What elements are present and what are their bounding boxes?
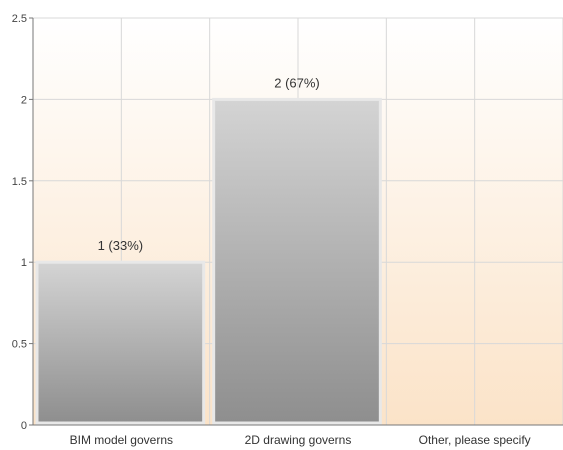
x-tick-label: BIM model governs [70, 433, 173, 447]
bar-1 [35, 260, 206, 425]
y-tick-label: 2.5 [12, 13, 27, 25]
data-label-2: 2 (67%) [274, 75, 320, 90]
data-label-1: 1 (33%) [98, 238, 144, 253]
y-tick-label: 1 [21, 257, 27, 269]
x-axis-labels: BIM model governs 2D drawing governs Other… [70, 433, 531, 447]
y-tick-label: 0.5 [12, 339, 27, 351]
bar-2 [212, 97, 382, 425]
bars [35, 97, 382, 425]
y-axis-ticks: 0 0.5 1 1.5 2 2.5 [12, 13, 33, 432]
x-tick-label: Other, please specify [419, 433, 531, 447]
y-tick-label: 1.5 [12, 176, 27, 188]
y-tick-label: 0 [21, 420, 27, 432]
x-tick-label: 2D drawing governs [245, 433, 352, 447]
y-tick-label: 2 [21, 94, 27, 106]
axes [32, 18, 563, 426]
data-labels: 1 (33%) 2 (67%) [98, 75, 320, 253]
